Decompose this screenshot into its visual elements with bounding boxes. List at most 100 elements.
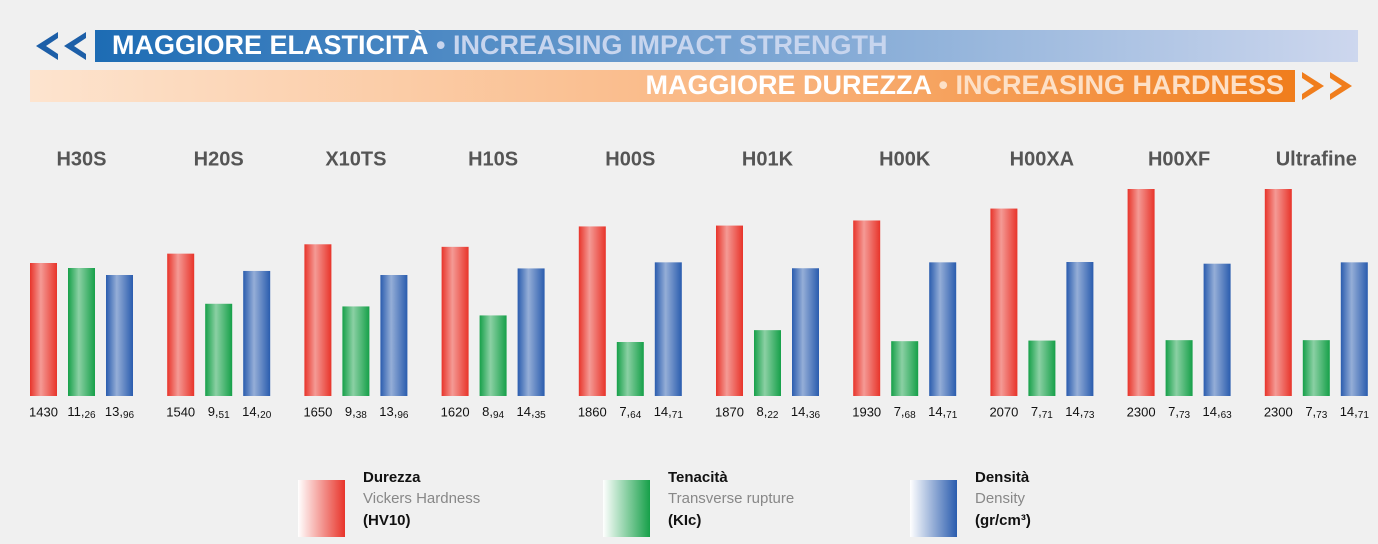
value-dec: 35 <box>535 410 547 421</box>
value-dec: 71 <box>1042 410 1054 421</box>
legend-label: Transverse rupture <box>668 490 794 507</box>
value-label: 1860 <box>578 404 607 419</box>
value-label: 9,51 <box>208 404 230 420</box>
bar <box>167 253 195 396</box>
value-int: 14, <box>516 404 534 419</box>
bar <box>1203 263 1231 396</box>
legend-swatch <box>910 480 957 537</box>
value-int: 7, <box>894 404 905 419</box>
banner-subtitle: INCREASING IMPACT STRENGTH <box>453 30 888 60</box>
banner-title: MAGGIORE ELASTICITÀ <box>112 29 429 60</box>
value-dec: 64 <box>630 410 642 421</box>
value-label: 2300 <box>1127 404 1156 419</box>
value-label: 11,26 <box>67 404 96 420</box>
bar <box>1165 340 1193 396</box>
value-label: 14,71 <box>928 404 958 420</box>
legend-unit: (gr/cm³) <box>975 512 1031 529</box>
banner-title: MAGGIORE DUREZZA <box>645 70 931 100</box>
value-int: 7, <box>1168 404 1179 419</box>
value-label: 14,71 <box>1340 404 1370 420</box>
bar <box>68 268 95 396</box>
value-dec: 68 <box>905 410 917 421</box>
legend-swatch <box>603 480 650 537</box>
bar <box>106 275 133 396</box>
legend-label: Density <box>975 490 1026 507</box>
legend-name: Densità <box>975 469 1030 486</box>
value-label: 8,94 <box>482 404 504 420</box>
category-label: H01K <box>742 148 794 170</box>
value-label: 7,73 <box>1305 404 1327 420</box>
value-label: 2070 <box>989 404 1018 419</box>
value-label: 14,36 <box>791 404 821 420</box>
value-int: 14, <box>1340 404 1358 419</box>
category-label: H00S <box>605 148 655 170</box>
value-label: 9,38 <box>345 404 367 420</box>
value-label: 7,73 <box>1168 404 1190 420</box>
value-int: 11, <box>67 404 84 419</box>
bar <box>929 262 957 396</box>
bar <box>304 244 332 396</box>
bar <box>1340 262 1368 396</box>
value-int: 8, <box>757 404 768 419</box>
value-label: 7,64 <box>619 404 641 420</box>
banner-hardness <box>30 70 1295 102</box>
value-int: 14, <box>1202 404 1220 419</box>
legend-unit: (KIc) <box>668 512 701 529</box>
value-label: 1870 <box>715 404 744 419</box>
bar <box>1302 340 1330 396</box>
left-arrows <box>36 32 86 60</box>
bar <box>205 303 233 396</box>
bar <box>243 270 271 396</box>
legend-swatch <box>298 480 345 537</box>
value-int: 14, <box>654 404 672 419</box>
banner-text: MAGGIORE ELASTICITÀ • INCREASING IMPACT … <box>112 29 888 60</box>
bar <box>1028 340 1056 396</box>
category-label: H00XF <box>1148 148 1210 170</box>
value-int: 8, <box>482 404 493 419</box>
bar <box>517 268 545 396</box>
value-dec: 73 <box>1179 410 1191 421</box>
value-int: 14, <box>1065 404 1083 419</box>
category-label: H30S <box>56 148 106 170</box>
value-dec: 96 <box>397 410 409 421</box>
bar <box>441 246 469 396</box>
value-int: 9, <box>208 404 219 419</box>
bar <box>1264 189 1292 396</box>
category-label: Ultrafine <box>1276 148 1357 170</box>
bar <box>1066 262 1094 396</box>
value-dec: 38 <box>356 410 368 421</box>
value-label: 1930 <box>852 404 881 419</box>
value-dec: 73 <box>1316 410 1328 421</box>
value-dec: 94 <box>493 410 505 421</box>
banner-separator: • <box>436 30 445 60</box>
bar <box>654 262 682 396</box>
value-dec: 26 <box>84 410 96 421</box>
value-int: 7, <box>1031 404 1042 419</box>
bar <box>616 342 644 396</box>
value-dec: 71 <box>1358 410 1370 421</box>
bar <box>479 315 507 396</box>
value-label: 1620 <box>441 404 470 419</box>
category-label: H20S <box>194 148 244 170</box>
legend-name: Tenacità <box>668 469 728 486</box>
value-label: 14,71 <box>654 404 684 420</box>
value-int: 7, <box>1305 404 1316 419</box>
banner-impact <box>95 30 1358 62</box>
legend-label: Vickers Hardness <box>363 490 480 507</box>
bar <box>578 226 606 396</box>
value-int: 9, <box>345 404 356 419</box>
value-dec: 73 <box>1083 410 1095 421</box>
bar <box>891 341 919 396</box>
banner-separator: • <box>938 70 947 100</box>
value-int: 13, <box>105 404 123 419</box>
banner-subtitle: INCREASING HARDNESS <box>955 70 1284 100</box>
bar <box>792 268 819 396</box>
bar <box>342 306 370 396</box>
bar <box>853 220 881 396</box>
right-arrows <box>1302 72 1352 100</box>
value-dec: 71 <box>946 410 958 421</box>
value-dec: 51 <box>219 410 231 421</box>
value-label: 14,63 <box>1202 404 1232 420</box>
value-dec: 71 <box>672 410 684 421</box>
value-label: 2300 <box>1264 404 1293 419</box>
